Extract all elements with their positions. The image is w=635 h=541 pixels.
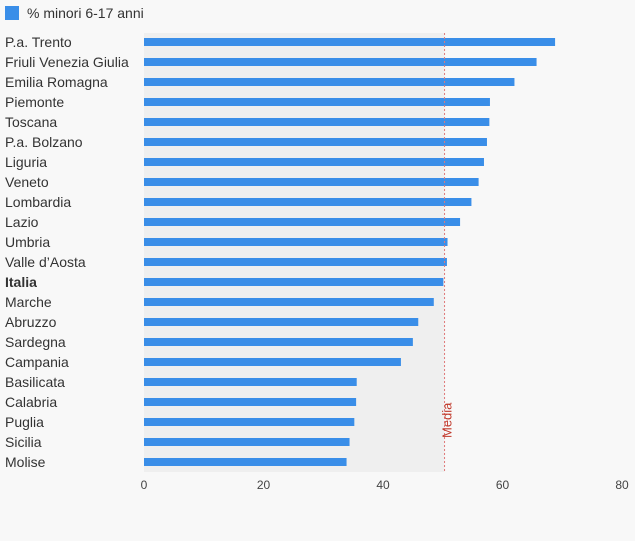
- bar-sardegna: [144, 338, 413, 346]
- category-label-emilia-romagna: Emilia Romagna: [5, 74, 108, 90]
- category-label-marche: Marche: [5, 294, 52, 310]
- category-label-veneto: Veneto: [5, 174, 49, 190]
- category-label-lazio: Lazio: [5, 214, 39, 230]
- category-label-lombardia: Lombardia: [5, 194, 71, 210]
- category-label-sicilia: Sicilia: [5, 434, 42, 450]
- bar-molise: [144, 458, 347, 466]
- category-label-puglia: Puglia: [5, 414, 44, 430]
- x-tick-label: 60: [496, 478, 510, 492]
- category-label-toscana: Toscana: [5, 114, 57, 130]
- bar-veneto: [144, 178, 479, 186]
- bar-basilicata: [144, 378, 357, 386]
- category-label-italia: Italia: [5, 274, 37, 290]
- category-label-friuli-venezia-giulia: Friuli Venezia Giulia: [5, 54, 129, 70]
- bar-piemonte: [144, 98, 490, 106]
- category-label-umbria: Umbria: [5, 234, 50, 250]
- legend-label: % minori 6-17 anni: [27, 5, 144, 21]
- category-label-calabria: Calabria: [5, 394, 57, 410]
- category-label-piemonte: Piemonte: [5, 94, 64, 110]
- bar-puglia: [144, 418, 355, 426]
- bar-campania: [144, 358, 401, 366]
- bar-italia: [144, 278, 444, 286]
- category-label-abruzzo: Abruzzo: [5, 314, 57, 330]
- bar-lazio: [144, 218, 461, 226]
- x-tick-label: 40: [376, 478, 390, 492]
- category-label-p-a-bolzano: P.a. Bolzano: [5, 134, 83, 150]
- category-label-sardegna: Sardegna: [5, 334, 66, 350]
- bar-toscana: [144, 118, 490, 126]
- category-label-liguria: Liguria: [5, 154, 47, 170]
- x-tick-label: 0: [141, 478, 148, 492]
- legend-swatch: [5, 6, 19, 20]
- bar-calabria: [144, 398, 357, 406]
- x-tick-label: 20: [257, 478, 271, 492]
- x-tick-label: 80: [615, 478, 629, 492]
- bar-emilia-romagna: [144, 78, 515, 86]
- bar-liguria: [144, 158, 484, 166]
- bar-umbria: [144, 238, 448, 246]
- bar-p-a-bolzano: [144, 138, 487, 146]
- bar-abruzzo: [144, 318, 419, 326]
- bar-lombardia: [144, 198, 472, 206]
- bar-p-a-trento: [144, 38, 556, 46]
- bar-marche: [144, 298, 434, 306]
- category-label-molise: Molise: [5, 454, 46, 470]
- bar-sicilia: [144, 438, 350, 446]
- category-label-campania: Campania: [5, 354, 69, 370]
- legend: % minori 6-17 anni: [5, 5, 144, 21]
- category-label-p-a-trento: P.a. Trento: [5, 34, 72, 50]
- media-label: Media: [440, 402, 455, 438]
- bar-friuli-venezia-giulia: [144, 58, 537, 66]
- category-label-basilicata: Basilicata: [5, 374, 65, 390]
- category-label-valle-d-aosta: Valle d’Aosta: [5, 254, 86, 270]
- bar-valle-d-aosta: [144, 258, 447, 266]
